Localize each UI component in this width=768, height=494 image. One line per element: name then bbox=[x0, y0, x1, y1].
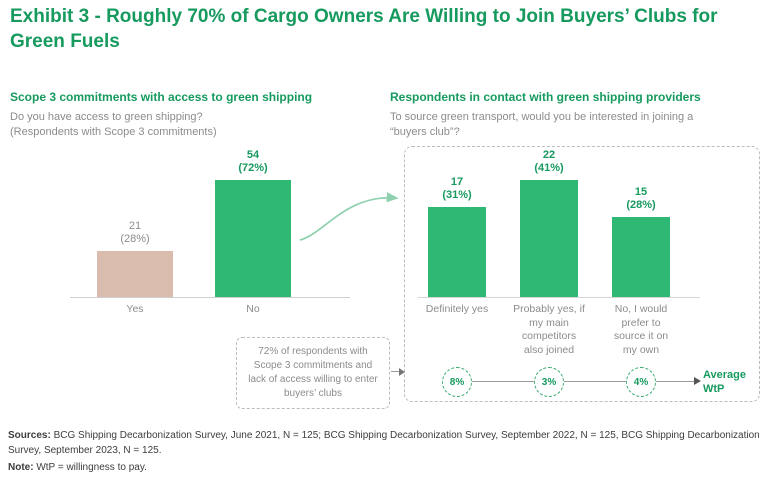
left-panel-header: Scope 3 commitments with access to green… bbox=[10, 90, 313, 104]
bar-probably-yes bbox=[520, 180, 578, 297]
buyers-club-chart-frame bbox=[404, 146, 760, 402]
bar-definitely-yes-value: 17 (31%) bbox=[428, 176, 486, 202]
bar-yes-value: 21 (28%) bbox=[97, 220, 173, 246]
average-wtp-label: Average WtP bbox=[703, 369, 757, 397]
category-probably-yes: Probably yes, if my main competitors als… bbox=[513, 303, 585, 356]
no-own-source-percent: (28%) bbox=[626, 199, 656, 211]
bar-no-own-source-value: 15 (28%) bbox=[612, 186, 670, 212]
average-wtp-axis-line bbox=[457, 381, 695, 382]
sources-note: Sources: BCG Shipping Decarbonization Su… bbox=[8, 428, 760, 458]
callout-arrow-line bbox=[391, 371, 400, 372]
probably-yes-percent: (41%) bbox=[534, 162, 564, 174]
right-question-line2: “buyers club”? bbox=[390, 126, 460, 139]
definitely-yes-percent: (31%) bbox=[442, 189, 472, 201]
average-wtp-arrowhead-icon bbox=[694, 377, 701, 385]
bar-yes-percent: (28%) bbox=[120, 233, 150, 245]
category-no: No bbox=[246, 303, 260, 315]
left-question-line1: Do you have access to green shipping? bbox=[10, 111, 203, 123]
category-definitely-yes: Definitely yes bbox=[425, 303, 489, 315]
probably-yes-count: 22 bbox=[542, 149, 556, 161]
bar-probably-yes-value: 22 (41%) bbox=[520, 149, 578, 175]
wtp-value-probably-yes: 3% bbox=[534, 367, 564, 397]
category-yes: Yes bbox=[126, 303, 144, 315]
left-panel-question: Do you have access to green shipping? (R… bbox=[10, 110, 370, 141]
average-wtp-label-line1: Average bbox=[703, 369, 747, 381]
bar-no bbox=[215, 180, 291, 297]
buyers-club-chart: 17 (31%) 22 (41%) 15 (28%) Definitely ye… bbox=[418, 149, 700, 356]
wtp-value-no-own-source: 4% bbox=[626, 367, 656, 397]
sources-label: Sources: bbox=[8, 430, 51, 441]
bar-yes bbox=[97, 251, 173, 297]
right-panel-header: Respondents in contact with green shippi… bbox=[390, 90, 701, 104]
right-question-line1: To source green transport, would you be … bbox=[390, 111, 694, 123]
bar-no-own-source bbox=[612, 217, 670, 297]
average-wtp-label-line2: WtP bbox=[703, 382, 725, 395]
access-chart: 21 (28%) 54 (72%) Yes No bbox=[70, 149, 350, 315]
right-panel-question: To source green transport, would you be … bbox=[390, 110, 762, 141]
sources-text: BCG Shipping Decarbonization Survey, Jun… bbox=[8, 430, 760, 456]
note-text: WtP = willingness to pay. bbox=[33, 462, 147, 473]
left-question-line2: (Respondents with Scope 3 commitments) bbox=[10, 126, 217, 139]
bar-no-value: 54 (72%) bbox=[215, 149, 291, 175]
note-label: Note: bbox=[8, 462, 34, 473]
bar-no-count: 54 bbox=[246, 149, 260, 161]
wtp-note: Note: WtP = willingness to pay. bbox=[8, 460, 760, 475]
category-no-own-source: No, I would prefer to source it on my ow… bbox=[613, 303, 669, 356]
callout-arrowhead-icon bbox=[399, 367, 405, 376]
wtp-value-definitely-yes: 8% bbox=[442, 367, 472, 397]
bar-yes-count: 21 bbox=[128, 220, 142, 232]
definitely-yes-count: 17 bbox=[450, 176, 464, 188]
bar-no-percent: (72%) bbox=[238, 162, 268, 174]
exhibit-title: Exhibit 3 - Roughly 70% of Cargo Owners … bbox=[10, 6, 718, 53]
no-own-source-count: 15 bbox=[634, 186, 648, 198]
bar-definitely-yes bbox=[428, 207, 486, 297]
curved-arrow-icon bbox=[299, 192, 399, 241]
callout-note: 72% of respondents with Scope 3 commitme… bbox=[236, 337, 390, 409]
